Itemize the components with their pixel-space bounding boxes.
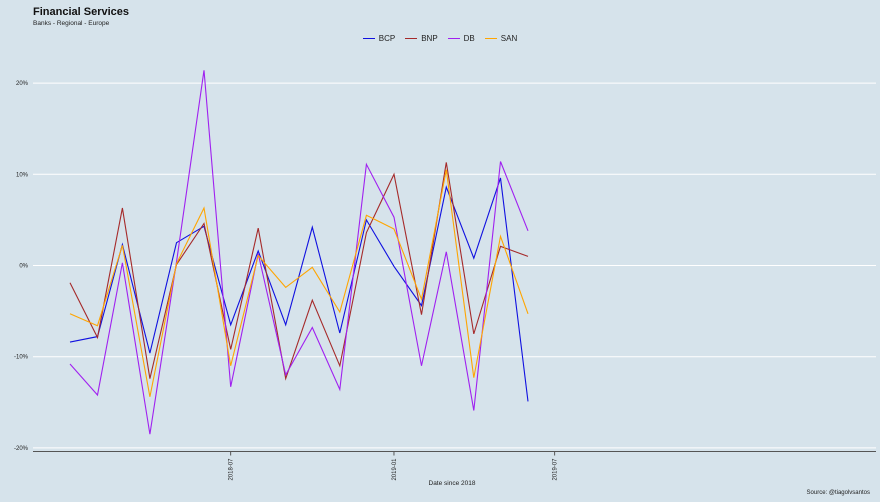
y-tick-label: -20% <box>14 446 29 452</box>
legend-label-bcp: BCP <box>378 34 396 43</box>
chart-subtitle: Banks - Regional - Europe <box>33 20 110 27</box>
x-tick-label: 2019-07 <box>553 458 559 481</box>
tick-labels: -20% -10% 0% 10% 20% 2018-07 2019-01 2019-07 <box>14 81 559 480</box>
legend-swatch-bcp <box>362 38 375 39</box>
legend-item-san: SAN <box>484 34 518 43</box>
legend-label-bnp: BNP <box>421 34 438 43</box>
gridlines <box>33 82 876 449</box>
legend-swatch-bnp <box>405 38 418 39</box>
legend-item-db: DB <box>447 34 475 43</box>
axes <box>33 451 876 456</box>
chart-caption: Source: @tiagolvsantos <box>806 490 870 496</box>
x-tick-label: 2019-01 <box>392 458 398 481</box>
legend-swatch-san <box>484 38 497 39</box>
chart-title: Financial Services <box>33 6 129 18</box>
x-tick-label: 2018-07 <box>229 458 235 481</box>
y-tick-label: 10% <box>16 172 29 178</box>
series-line-db <box>69 70 529 435</box>
x-axis-title: Date since 2018 <box>429 480 476 487</box>
legend-item-bcp: BCP <box>362 34 396 43</box>
series-lines <box>69 70 529 435</box>
y-tick-label: 20% <box>16 81 29 87</box>
series-line-san <box>69 169 529 397</box>
series-line-bcp <box>69 177 529 402</box>
series-line-bnp <box>69 162 529 381</box>
legend-label-db: DB <box>463 34 475 43</box>
legend-item-bnp: BNP <box>405 34 438 43</box>
y-tick-label: -10% <box>14 355 29 361</box>
legend: BCP BNP DB SAN <box>0 34 880 43</box>
legend-label-san: SAN <box>500 34 518 43</box>
legend-swatch-db <box>447 38 460 39</box>
y-tick-label: 0% <box>19 264 28 270</box>
